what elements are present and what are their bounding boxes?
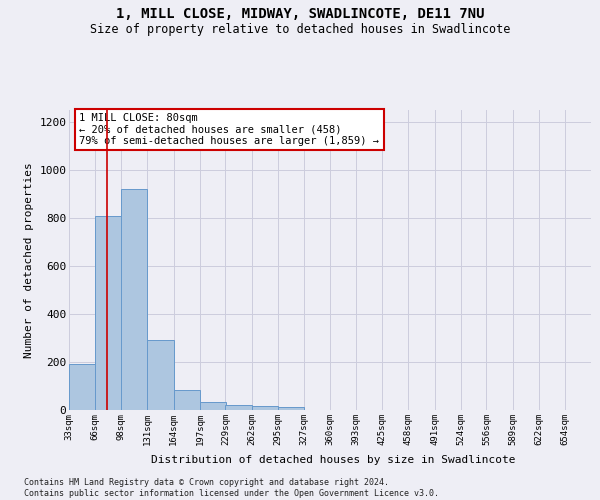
Bar — [252, 406, 278, 410]
Bar — [278, 407, 304, 410]
Text: Size of property relative to detached houses in Swadlincote: Size of property relative to detached ho… — [90, 22, 510, 36]
Bar — [226, 405, 252, 410]
Text: Contains HM Land Registry data © Crown copyright and database right 2024.
Contai: Contains HM Land Registry data © Crown c… — [24, 478, 439, 498]
Bar — [121, 189, 147, 410]
Bar — [69, 364, 95, 410]
Text: Distribution of detached houses by size in Swadlincote: Distribution of detached houses by size … — [151, 455, 515, 465]
Text: 1, MILL CLOSE, MIDWAY, SWADLINCOTE, DE11 7NU: 1, MILL CLOSE, MIDWAY, SWADLINCOTE, DE11… — [116, 8, 484, 22]
Bar — [95, 216, 122, 410]
Text: 1 MILL CLOSE: 80sqm
← 20% of detached houses are smaller (458)
79% of semi-detac: 1 MILL CLOSE: 80sqm ← 20% of detached ho… — [79, 113, 379, 146]
Bar — [173, 390, 200, 410]
Y-axis label: Number of detached properties: Number of detached properties — [23, 162, 34, 358]
Bar — [200, 402, 226, 410]
Bar — [147, 340, 173, 410]
